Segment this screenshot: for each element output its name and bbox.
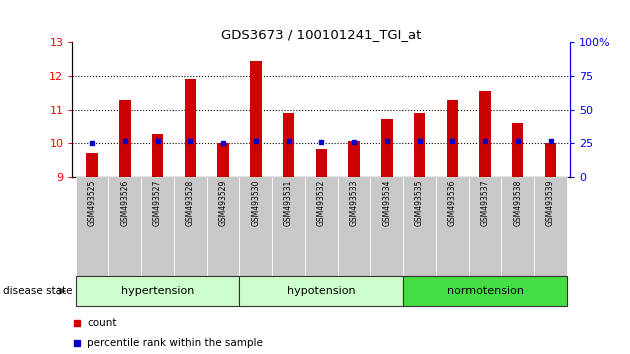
Bar [250,61,261,177]
Text: GSM493539: GSM493539 [546,180,555,227]
Bar [185,80,196,177]
Text: GSM493530: GSM493530 [251,180,260,227]
Bar [174,177,207,276]
Text: hypotension: hypotension [287,286,355,296]
Text: count: count [88,318,117,329]
Bar [239,276,403,306]
Bar [501,177,534,276]
Bar [76,177,108,276]
Bar [545,143,556,177]
Text: GSM493525: GSM493525 [88,180,96,226]
Bar [338,177,370,276]
Bar [86,153,98,177]
Bar [436,177,469,276]
Bar [469,177,501,276]
Bar [316,149,327,177]
Text: GSM493536: GSM493536 [448,180,457,227]
Bar [381,119,392,177]
Text: disease state: disease state [3,286,72,296]
Bar [447,100,458,177]
Bar [217,143,229,177]
Bar [534,177,567,276]
Text: hypertension: hypertension [121,286,194,296]
Bar [403,177,436,276]
Bar [479,91,491,177]
Text: GSM493538: GSM493538 [513,180,522,226]
Bar [348,141,360,177]
Text: GSM493528: GSM493528 [186,180,195,226]
Bar [283,113,294,177]
Text: GSM493534: GSM493534 [382,180,391,227]
Bar [403,276,567,306]
Text: GSM493533: GSM493533 [350,180,358,227]
Bar [414,113,425,177]
Text: GSM493535: GSM493535 [415,180,424,227]
Text: GSM493537: GSM493537 [481,180,490,227]
Bar [370,177,403,276]
Bar [141,177,174,276]
Text: GSM493531: GSM493531 [284,180,293,226]
Bar [239,177,272,276]
Title: GDS3673 / 100101241_TGI_at: GDS3673 / 100101241_TGI_at [221,28,421,41]
Bar [512,123,524,177]
Text: GSM493529: GSM493529 [219,180,227,226]
Bar [108,177,141,276]
Text: normotension: normotension [447,286,524,296]
Text: GSM493532: GSM493532 [317,180,326,226]
Bar [152,134,163,177]
Bar [76,276,239,306]
Bar [207,177,239,276]
Text: percentile rank within the sample: percentile rank within the sample [88,338,263,348]
Text: GSM493527: GSM493527 [153,180,162,226]
Bar [119,100,130,177]
Text: GSM493526: GSM493526 [120,180,129,226]
Bar [305,177,338,276]
Bar [272,177,305,276]
